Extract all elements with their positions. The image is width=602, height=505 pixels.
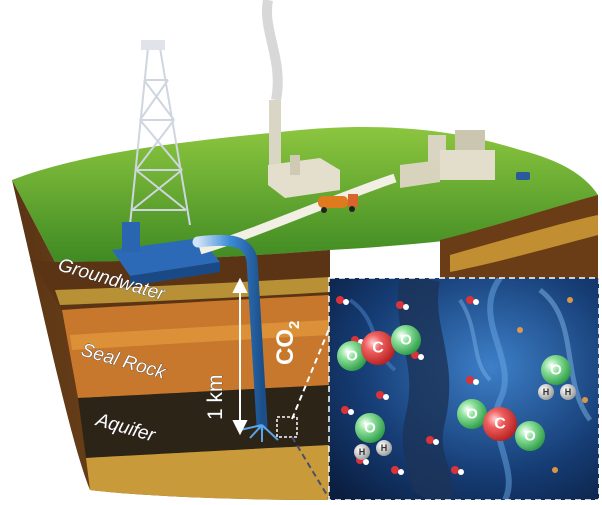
svg-text:O: O [466,406,478,423]
aquifer-layer [78,385,330,458]
svg-text:O: O [550,362,562,379]
co2-molecule-2: O C O [457,399,545,451]
svg-text:O: O [524,428,536,445]
tanker-truck [318,194,358,213]
svg-text:CO2: CO2 [272,321,303,365]
svg-text:C: C [372,340,384,357]
depth-label: 1 km [204,374,227,420]
water-molecule-1: O H H [354,413,392,460]
drilling-rig [129,47,191,226]
svg-text:O: O [400,332,412,349]
car [516,172,530,180]
water-molecule-2: O H H [538,355,576,400]
svg-text:O: O [346,348,358,365]
industrial-buildings [400,130,495,188]
svg-text:O: O [364,420,376,437]
co2-label: CO2 [272,321,303,365]
zoom-source-box [276,416,298,438]
svg-text:H: H [381,443,388,453]
pore-zoom-inset [328,277,600,501]
svg-text:H: H [359,447,366,457]
svg-text:H: H [565,387,572,397]
power-plant [262,0,340,198]
depth-arrow [232,277,248,436]
svg-text:C: C [494,416,506,433]
co2-molecule-1: O C O [337,325,421,371]
svg-text:H: H [543,387,550,397]
injection-well-pipe [192,234,268,431]
